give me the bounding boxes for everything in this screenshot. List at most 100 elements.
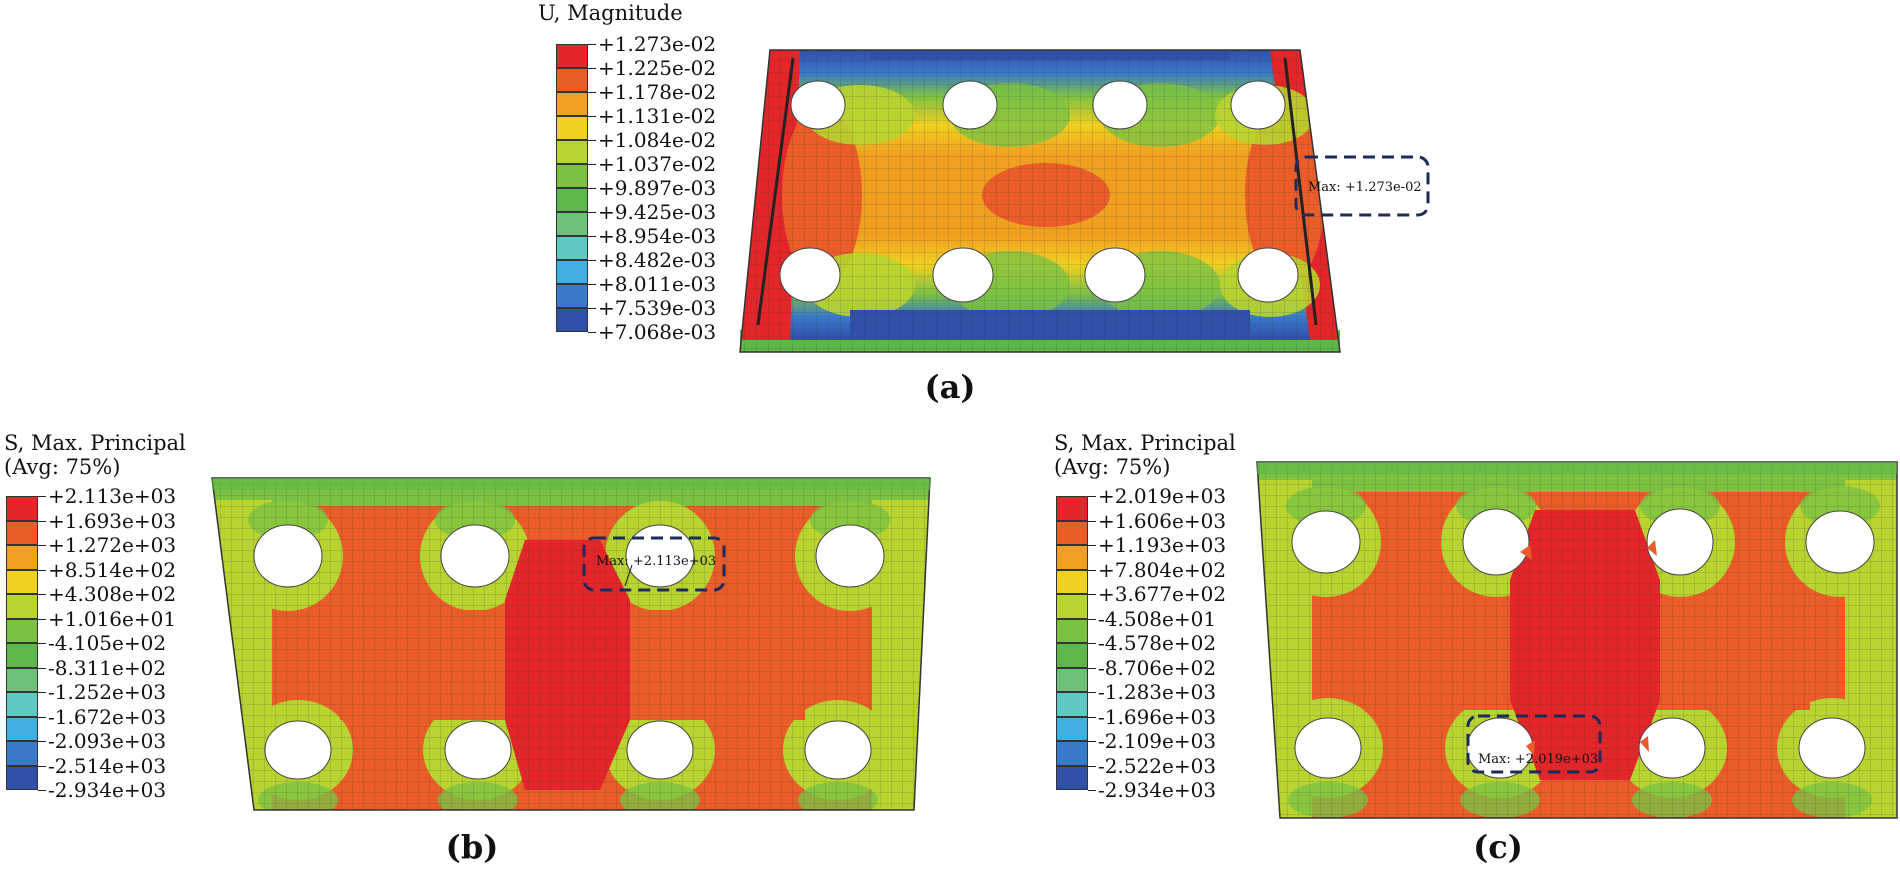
max-indicator-c <box>1466 714 1602 774</box>
legend-value: +1.037e-02 <box>598 152 717 176</box>
legend-a-title: U, Magnitude <box>538 1 683 25</box>
legend-swatch <box>1056 545 1088 570</box>
legend-value: +1.178e-02 <box>598 80 717 104</box>
legend-swatch <box>1056 643 1088 668</box>
legend-swatch <box>556 284 588 308</box>
legend-tick <box>38 496 46 497</box>
legend-tick <box>38 618 46 620</box>
legend-swatch <box>556 92 588 116</box>
legend-tick <box>588 212 596 213</box>
legend-value: +2.019e+03 <box>1098 484 1227 508</box>
legend-tick <box>588 188 596 189</box>
legend-value: -2.093e+03 <box>48 729 167 753</box>
legend-tick <box>588 44 596 45</box>
legend-value: +1.193e+03 <box>1098 533 1227 557</box>
legend-value: +1.131e-02 <box>598 104 717 128</box>
legend-swatch <box>556 164 588 188</box>
legend-value: +8.954e-03 <box>598 224 717 248</box>
legend-value: +2.113e+03 <box>48 484 177 508</box>
legend-tick <box>1088 520 1096 522</box>
legend-swatch <box>1056 594 1088 619</box>
legend-value: -8.311e+02 <box>48 655 167 680</box>
legend-value: +1.225e-02 <box>598 56 717 80</box>
legend-swatch <box>1056 667 1088 692</box>
legend-value: -4.105e+02 <box>48 631 167 655</box>
legend-value: +1.606e+03 <box>1098 508 1227 533</box>
legend-value: +9.425e-03 <box>598 200 717 224</box>
max-label-a: Max: +1.273e-02 <box>1308 180 1422 195</box>
legend-tick <box>1088 765 1096 767</box>
legend-tick <box>588 116 596 117</box>
legend-tick <box>588 164 596 165</box>
legend-swatch <box>1056 741 1088 766</box>
legend-value: -8.706e+02 <box>1098 655 1217 680</box>
legend-b-title: S, Max. Principal <box>4 431 186 455</box>
legend-tick <box>38 520 46 522</box>
legend-swatch <box>6 741 38 766</box>
legend-swatch <box>6 618 38 643</box>
legend-value: -2.522e+03 <box>1098 753 1217 778</box>
legend-value: +1.273e-02 <box>598 32 717 56</box>
legend-tick <box>588 308 596 309</box>
legend-value: -1.696e+03 <box>1098 704 1217 729</box>
legend-swatch <box>1056 765 1088 790</box>
legend-tick <box>38 594 46 595</box>
legend-swatch <box>6 643 38 668</box>
legend-value: +8.011e-03 <box>598 272 717 296</box>
legend-b-subtitle: (Avg: 75%) <box>4 455 121 479</box>
legend-value: +1.016e+01 <box>48 606 177 631</box>
caption-b: (b) <box>445 828 499 866</box>
legend-tick <box>1088 594 1096 595</box>
max-label-b: Max: +2.113e+03 <box>596 554 716 569</box>
legend-swatch <box>6 716 38 741</box>
legend-tick <box>38 790 46 791</box>
legend-swatch <box>6 765 38 790</box>
legend-swatch <box>556 140 588 164</box>
legend-value: -2.934e+03 <box>48 778 167 802</box>
caption-c: (c) <box>1473 828 1523 866</box>
legend-value: +1.084e-02 <box>598 128 717 152</box>
legend-tick <box>1088 716 1096 718</box>
legend-swatch <box>556 68 588 92</box>
legend-tick <box>38 716 46 718</box>
legend-swatch <box>1056 569 1088 594</box>
legend-value: -2.514e+03 <box>48 753 167 778</box>
legend-swatch <box>556 116 588 140</box>
legend-tick <box>1088 741 1096 742</box>
legend-tick <box>588 260 596 261</box>
legend-value: -2.934e+03 <box>1098 778 1217 802</box>
max-label-c: Max: +2.019e+03 <box>1478 752 1598 767</box>
legend-value: -1.252e+03 <box>48 680 167 704</box>
legend-tick <box>1088 618 1096 620</box>
legend-swatch <box>1056 618 1088 643</box>
legend-value: +4.308e+02 <box>48 582 177 606</box>
legend-tick <box>1088 643 1096 644</box>
legend-swatch <box>1056 520 1088 545</box>
legend-value: -1.672e+03 <box>48 704 167 729</box>
legend-value: +9.897e-03 <box>598 176 717 200</box>
legend-swatch <box>6 594 38 619</box>
legend-value: +3.677e+02 <box>1098 582 1227 606</box>
legend-value: +7.539e-03 <box>598 296 717 320</box>
legend-swatch <box>6 520 38 545</box>
legend-swatch <box>556 212 588 236</box>
legend-c-subtitle: (Avg: 75%) <box>1054 455 1171 479</box>
legend-tick <box>1088 496 1096 497</box>
legend-swatch <box>1056 496 1088 521</box>
max-indicator-a <box>1294 155 1430 217</box>
legend-swatch <box>6 692 38 717</box>
legend-value: +8.514e+02 <box>48 557 177 582</box>
legend-tick <box>588 236 596 237</box>
legend-tick <box>588 284 596 285</box>
legend-swatch <box>556 188 588 212</box>
legend-tick <box>588 68 596 69</box>
legend-value: +1.693e+03 <box>48 508 177 533</box>
legend-tick <box>38 741 46 742</box>
max-indicator-b <box>582 536 726 592</box>
legend-tick <box>38 569 46 571</box>
legend-tick <box>38 643 46 644</box>
legend-swatch <box>6 545 38 570</box>
legend-tick <box>588 140 596 141</box>
